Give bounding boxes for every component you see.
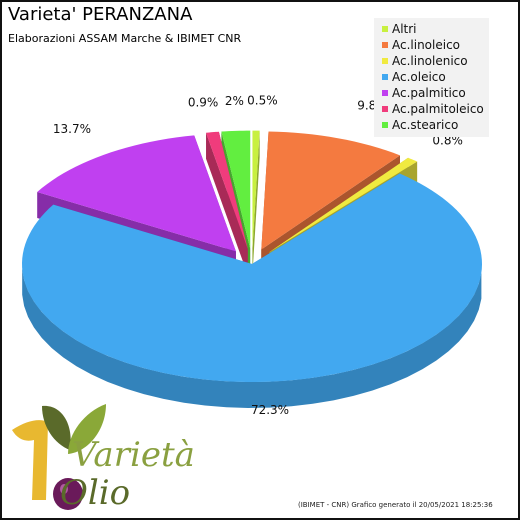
legend-swatch: [382, 106, 388, 112]
logo-number-shape: [12, 420, 48, 500]
logo-olive-shine: [60, 484, 68, 494]
legend-swatch: [382, 58, 388, 64]
footer-generated-note: (IBIMET - CNR) Grafico generato il 20/05…: [298, 501, 493, 509]
legend-label: Ac.stearico: [392, 118, 459, 132]
pie-slice: [261, 131, 400, 250]
legend-label: Ac.oleico: [392, 70, 446, 84]
chart-subtitle: Elaborazioni ASSAM Marche & IBIMET CNR: [8, 32, 242, 45]
pie-tops: [22, 130, 482, 382]
legend-item: Ac.oleico: [374, 69, 489, 85]
chart-title: Varieta' PERANZANA: [8, 4, 193, 25]
legend-swatch: [382, 122, 388, 128]
pie-slice-side: [22, 268, 482, 408]
legend-label: Ac.palmitico: [392, 86, 466, 100]
legend-label: Ac.linoleico: [392, 38, 461, 52]
pie-slice: [206, 131, 248, 249]
varieta-olio-logo: Varietà Olio: [12, 404, 195, 513]
pie-slice-wall: [252, 130, 260, 275]
legend-item: Ac.palmitoleico: [374, 101, 489, 117]
legend-item: Ac.linolenico: [374, 53, 489, 69]
legend-item: Altri: [374, 21, 489, 37]
slice-percent-label: 2%: [225, 94, 244, 108]
logo-word-olio: Olio: [60, 473, 130, 513]
legend-swatch: [382, 90, 388, 96]
slice-percent-label: 72.3%: [251, 403, 289, 417]
legend-item: Ac.stearico: [374, 117, 489, 133]
chart-legend: Altri Ac.linoleico Ac.linolenico Ac.oleico A…: [374, 18, 489, 137]
legend-swatch: [382, 42, 388, 48]
pie-slice: [221, 130, 251, 249]
slice-percent-label: 0.9%: [188, 95, 219, 109]
legend-swatch: [382, 74, 388, 80]
legend-label: Ac.palmitoleico: [392, 102, 484, 116]
logo-leaf-dark: [42, 405, 71, 450]
legend-swatch: [382, 26, 388, 32]
legend-label: Ac.linolenico: [392, 54, 468, 68]
logo-word-varieta: Varietà: [72, 435, 195, 475]
legend-item: Ac.linoleico: [374, 37, 489, 53]
pie-slice: [252, 130, 260, 249]
slice-percent-label: 0.5%: [247, 94, 278, 108]
slice-percent-label: 13.7%: [53, 122, 91, 136]
logo-leaf-light: [68, 404, 106, 454]
logo-olive: [53, 478, 83, 510]
pie-slice: [269, 157, 418, 252]
pie-slice-wall: [206, 132, 248, 275]
pie-slice: [37, 135, 236, 252]
legend-label: Altri: [392, 22, 417, 36]
legend-item: Ac.palmitico: [374, 85, 489, 101]
pie-slice: [22, 173, 482, 382]
